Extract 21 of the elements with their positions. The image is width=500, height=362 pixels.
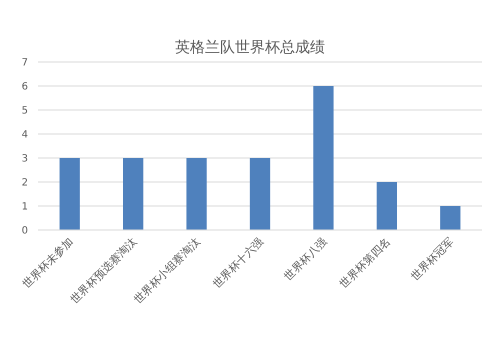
bar xyxy=(122,158,144,230)
bar xyxy=(440,206,460,230)
bar xyxy=(376,182,398,230)
y-tick-label: 1 xyxy=(22,202,28,212)
bar xyxy=(60,158,80,230)
bar xyxy=(186,158,207,230)
y-tick-label: 4 xyxy=(22,130,28,140)
x-tick-label: 世界杯未参加 xyxy=(20,234,76,291)
y-tick-label: 2 xyxy=(22,178,28,188)
y-tick-label: 0 xyxy=(22,226,28,236)
x-tick-label: 世界杯第四名 xyxy=(337,234,393,291)
chart-title: 英格兰队世界杯总成绩 xyxy=(175,38,325,56)
x-tick-label: 世界杯冠军 xyxy=(408,234,456,284)
x-tick-label: 世界杯八强 xyxy=(281,234,330,284)
bar xyxy=(250,158,270,230)
x-tick-label: 世界杯十六强 xyxy=(210,234,266,291)
y-tick-label: 6 xyxy=(22,82,28,92)
bar xyxy=(313,86,334,230)
y-tick-label: 3 xyxy=(22,154,28,164)
y-tick-label: 5 xyxy=(22,106,28,116)
y-tick-label: 7 xyxy=(22,58,28,68)
